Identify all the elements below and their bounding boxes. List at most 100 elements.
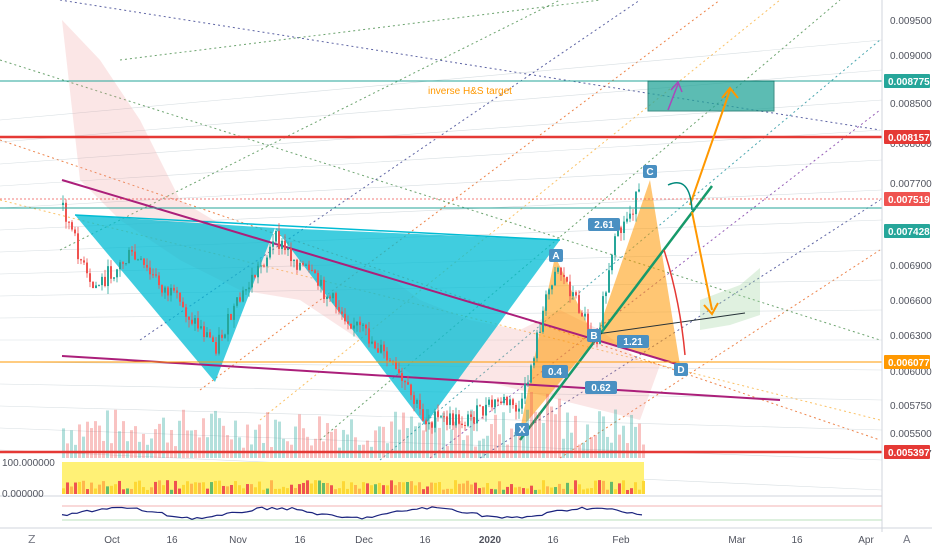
heatmap-bar bbox=[506, 486, 509, 494]
candle-body bbox=[221, 334, 223, 338]
heatmap-bar bbox=[486, 483, 489, 494]
heatmap-bar bbox=[318, 480, 321, 494]
candle-body bbox=[608, 270, 610, 293]
indicator-top-label: 100.000000 bbox=[2, 458, 55, 469]
candle-body bbox=[551, 285, 553, 290]
volume-bar bbox=[78, 424, 81, 458]
candle-body bbox=[95, 285, 97, 289]
candle-body bbox=[71, 222, 73, 230]
volume-bar bbox=[498, 434, 501, 458]
price-tags: 0.008775 0.008157 0.007519 09:46:03 0.007428… bbox=[884, 74, 930, 459]
candle-body bbox=[80, 259, 82, 261]
volume-bar bbox=[238, 437, 241, 458]
volume-bar bbox=[402, 412, 405, 458]
volume-bar bbox=[410, 416, 413, 458]
candle-body bbox=[371, 341, 373, 344]
candle-body bbox=[86, 262, 88, 274]
candle-body bbox=[152, 274, 154, 276]
candle-body bbox=[623, 221, 625, 234]
purple-arrow-head bbox=[670, 80, 683, 93]
volume-bar bbox=[182, 409, 185, 458]
heatmap-bar bbox=[210, 482, 213, 494]
candle-body bbox=[563, 274, 565, 278]
candle-body bbox=[209, 332, 211, 338]
candle-body bbox=[260, 265, 262, 267]
candle-body bbox=[521, 398, 523, 409]
candle-body bbox=[638, 189, 640, 192]
candle-body bbox=[449, 413, 451, 425]
candle-body bbox=[170, 287, 172, 296]
heatmap-bar bbox=[174, 480, 177, 494]
candle-body bbox=[362, 324, 364, 326]
candle-body bbox=[524, 384, 526, 399]
drawing-overlays[interactable]: C 2.61 A B 1.21 0.4 0.62 X D bbox=[515, 80, 775, 436]
fan-line bbox=[559, 249, 881, 459]
auto-scale-toggle[interactable]: A bbox=[903, 533, 911, 546]
harmonic-tag-label: 0.62 bbox=[591, 383, 611, 394]
price-axis-bg bbox=[882, 0, 932, 532]
volume-bar bbox=[162, 417, 165, 458]
volume-bar bbox=[534, 411, 537, 458]
volume-bar bbox=[102, 440, 105, 458]
candle-body bbox=[233, 305, 235, 320]
volume-bar bbox=[278, 421, 281, 458]
fan-line bbox=[479, 199, 881, 459]
volume-bar bbox=[306, 436, 309, 458]
candle-body bbox=[341, 311, 343, 314]
heatmap-bar bbox=[90, 482, 93, 494]
candle-body bbox=[428, 422, 430, 425]
volume-bar bbox=[574, 415, 577, 458]
fan-line bbox=[119, 0, 601, 61]
volume-bar bbox=[418, 422, 421, 458]
heatmap-bar bbox=[590, 488, 593, 494]
volume-bar bbox=[470, 409, 473, 458]
candle-body bbox=[335, 293, 337, 308]
heatmap-bar bbox=[230, 484, 233, 494]
hs-head bbox=[275, 228, 560, 425]
fan-line bbox=[0, 59, 881, 341]
candle-body bbox=[293, 259, 295, 262]
time-axis[interactable]: Oct 16 Nov 16 Dec 16 2020 16 Feb Mar 16 Apr bbox=[104, 535, 874, 546]
volume-bar bbox=[186, 430, 189, 458]
price-axis[interactable]: 0.009500 0.009000 0.008500 0.008000 0.007700… bbox=[890, 16, 932, 460]
heatmap-bar bbox=[334, 489, 337, 494]
timezone-toggle[interactable]: Z bbox=[28, 533, 36, 546]
candle-body bbox=[263, 265, 265, 267]
heatmap-bar bbox=[278, 488, 281, 494]
candle-body bbox=[347, 321, 349, 324]
fan-line bbox=[319, 0, 841, 441]
volume-bar bbox=[546, 393, 549, 458]
heatmap-bar bbox=[66, 482, 69, 494]
candle-body bbox=[200, 326, 202, 329]
heatmap-bar bbox=[306, 480, 309, 494]
fan-ray bbox=[0, 129, 883, 187]
candle-body bbox=[206, 332, 208, 337]
volume-bar bbox=[294, 426, 297, 458]
candle-body bbox=[437, 411, 439, 418]
candle-body bbox=[572, 292, 574, 297]
harmonic-tag-label: X bbox=[519, 425, 526, 436]
price-tick-label: 0.008500 bbox=[890, 99, 932, 110]
harmonic-tag bbox=[542, 365, 568, 378]
fan-ray bbox=[0, 159, 883, 209]
price-tick-label: 0.006000 bbox=[890, 367, 932, 378]
harmonic-tag-label: 1.21 bbox=[623, 337, 643, 348]
heatmap-bar bbox=[366, 483, 369, 494]
volume-bar bbox=[510, 428, 513, 458]
candle-body bbox=[407, 382, 409, 385]
heatmap-bar bbox=[246, 484, 249, 494]
candle-body bbox=[197, 318, 199, 329]
candle-body bbox=[161, 285, 163, 293]
heatmap-bar bbox=[422, 489, 425, 494]
heatmap-bar bbox=[542, 480, 545, 494]
heatmap-bar bbox=[226, 486, 229, 494]
orange-arrow-up-head bbox=[721, 86, 739, 99]
horizontal-levels[interactable] bbox=[0, 80, 882, 454]
candle-body bbox=[134, 251, 136, 260]
heatmap-bar bbox=[538, 489, 541, 494]
heatmap-bar bbox=[162, 485, 165, 494]
heatmap-bar bbox=[286, 488, 289, 494]
